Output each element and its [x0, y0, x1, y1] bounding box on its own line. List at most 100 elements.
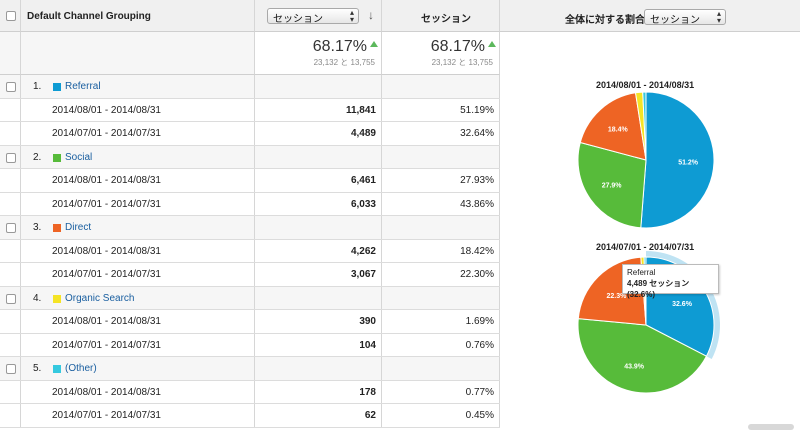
- row-checkbox[interactable]: [6, 223, 16, 233]
- channel-link[interactable]: Social: [65, 151, 93, 163]
- sessions-share: 43.86%: [460, 198, 494, 210]
- metric1-select-value: セッション: [273, 14, 323, 25]
- channel-link[interactable]: Referral: [65, 81, 101, 92]
- row-check-cell: [0, 380, 21, 403]
- row-check-cell: [0, 310, 21, 333]
- row-checkbox[interactable]: [6, 152, 16, 163]
- header-select-cell: [0, 0, 21, 32]
- dimension-cell: 1. Referral: [21, 75, 255, 98]
- share-cell: 1.69%: [382, 310, 500, 333]
- metric1-cell: [255, 286, 382, 309]
- sessions-value: 104: [359, 339, 376, 351]
- row-check-cell: [0, 192, 21, 215]
- slice-label: 51.2%: [678, 160, 699, 167]
- metric2-cell: [382, 357, 500, 380]
- date-cell: 2014/07/01 - 2014/07/31: [21, 122, 255, 145]
- row-check-cell: [0, 216, 21, 239]
- sessions-value: 178: [359, 386, 376, 398]
- sessions-value: 390: [359, 316, 376, 327]
- row-index: 1.: [33, 81, 42, 92]
- share-cell: 18.42%: [382, 239, 500, 262]
- channel-link[interactable]: (Other): [65, 363, 97, 374]
- date-range: 2014/07/01 - 2014/07/31: [52, 198, 161, 210]
- metric1-cell: [255, 75, 382, 98]
- row-checkbox[interactable]: [6, 364, 16, 374]
- slice-label: 43.9%: [624, 363, 645, 370]
- sessions-value: 3,067: [350, 269, 376, 280]
- slice-label: 22.3%: [607, 293, 628, 300]
- sessions-cell: 6,033: [255, 192, 382, 215]
- metric2-cell: [382, 286, 500, 309]
- group-row: 2. Social: [0, 145, 500, 169]
- date-range: 2014/08/01 - 2014/08/31: [52, 175, 161, 186]
- date-range: 2014/07/01 - 2014/07/31: [52, 410, 161, 421]
- date-range-row: 2014/08/01 - 2014/08/31 390 1.69%: [0, 310, 500, 334]
- sessions-share: 0.76%: [465, 339, 494, 351]
- sessions-value: 4,262: [350, 245, 376, 257]
- metric2-header: セッション: [382, 0, 500, 32]
- pie-slice-other[interactable]: [642, 91, 647, 161]
- sessions-share: 27.93%: [460, 175, 494, 186]
- pie-slice-referral[interactable]: [640, 91, 715, 229]
- row-checkbox[interactable]: [6, 293, 16, 304]
- date-cell: 2014/08/01 - 2014/08/31: [21, 239, 255, 262]
- date-range: 2014/07/01 - 2014/07/31: [52, 339, 161, 351]
- summary-check-cell: [0, 32, 21, 75]
- channel-link[interactable]: Organic Search: [65, 292, 135, 304]
- row-check-cell: [0, 333, 21, 356]
- pie-metric-select-value: セッション: [650, 15, 700, 26]
- date-range-row: 2014/08/01 - 2014/08/31 4,262 18.42%: [0, 239, 500, 263]
- row-check-cell: [0, 404, 21, 427]
- sessions-share: 18.42%: [460, 245, 494, 257]
- sessions-cell: 62: [255, 404, 382, 427]
- metric1-select[interactable]: セッション ▴ ▾: [267, 8, 359, 25]
- share-cell: 22.30%: [382, 263, 500, 286]
- metric2-cell: [382, 216, 500, 239]
- row-index: 4.: [33, 292, 42, 304]
- metric1-cell: [255, 145, 382, 168]
- date-range: 2014/07/01 - 2014/07/31: [52, 269, 161, 280]
- summary-metric1: 68.17% 23,132 と 13,755: [255, 32, 382, 75]
- channel-link[interactable]: Direct: [65, 222, 92, 233]
- summary-dim-cell: [21, 32, 255, 75]
- summary-detail: 23,132 と 13,755: [431, 58, 493, 67]
- select-all-checkbox[interactable]: [6, 11, 16, 21]
- select-arrows-icon: ▴ ▾: [349, 8, 354, 24]
- row-check-cell: [0, 263, 21, 286]
- dimension-header[interactable]: Default Channel Grouping: [21, 0, 255, 32]
- sessions-share: 22.30%: [460, 269, 494, 280]
- pie-metric-select[interactable]: セッション ▴ ▾: [644, 9, 726, 26]
- sessions-cell: 104: [255, 333, 382, 356]
- series-color-swatch: [53, 83, 61, 91]
- date-cell: 2014/08/01 - 2014/08/31: [21, 98, 255, 121]
- group-row: 1. Referral: [0, 75, 500, 99]
- pie2-title: 2014/07/01 - 2014/07/31: [596, 242, 695, 252]
- date-range: 2014/08/01 - 2014/08/31: [52, 104, 161, 116]
- date-cell: 2014/07/01 - 2014/07/31: [21, 333, 255, 356]
- sessions-cell: 11,841: [255, 98, 382, 121]
- date-range-row: 2014/08/01 - 2014/08/31 178 0.77%: [0, 380, 500, 404]
- sort-descending-icon[interactable]: ↓: [368, 8, 374, 22]
- metric2-cell: [382, 75, 500, 98]
- date-range-row: 2014/07/01 - 2014/07/31 3,067 22.30%: [0, 263, 500, 287]
- row-checkbox[interactable]: [6, 82, 16, 92]
- row-index: 2.: [33, 151, 42, 163]
- horizontal-scrollbar[interactable]: [748, 424, 794, 430]
- group-row: 3. Direct: [0, 216, 500, 240]
- row-check-cell: [0, 122, 21, 145]
- group-row: 5. (Other): [0, 357, 500, 381]
- pie-share-label: 全体に対する割合:: [565, 15, 649, 26]
- pie-slice-social[interactable]: [577, 141, 647, 229]
- share-cell: 27.93%: [382, 169, 500, 192]
- dimension-cell: 4. Organic Search: [21, 286, 255, 309]
- sessions-value: 6,033: [350, 198, 376, 210]
- sessions-cell: 3,067: [255, 263, 382, 286]
- share-cell: 51.19%: [382, 98, 500, 121]
- share-cell: 43.86%: [382, 192, 500, 215]
- tooltip-title: Referral: [627, 268, 656, 277]
- date-range-row: 2014/08/01 - 2014/08/31 6,461 27.93%: [0, 169, 500, 193]
- sessions-cell: 4,489: [255, 122, 382, 145]
- series-color-swatch: [53, 153, 61, 162]
- pie-slice-social[interactable]: [577, 318, 708, 394]
- pie-slice-direct[interactable]: [579, 92, 647, 161]
